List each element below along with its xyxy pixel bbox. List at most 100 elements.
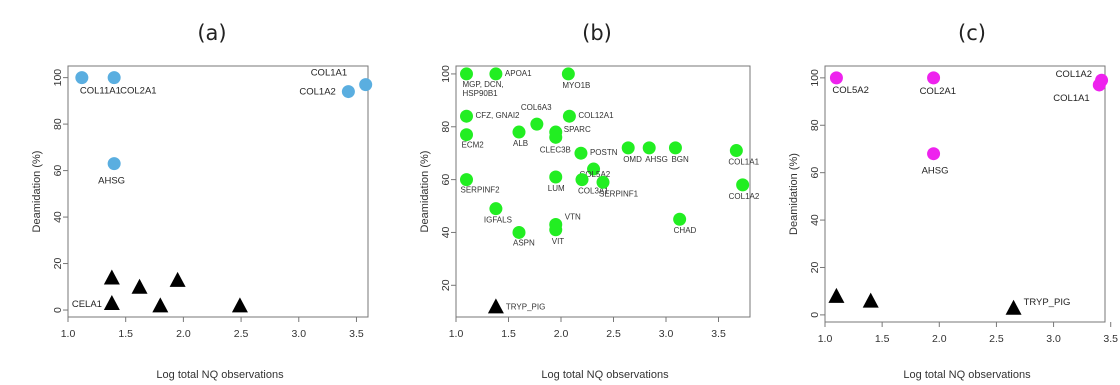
y-tick-label: 60 — [440, 174, 452, 186]
data-point — [460, 109, 473, 123]
data-point — [169, 271, 186, 287]
point-label: COL3A1 — [578, 187, 609, 196]
data-point — [107, 157, 121, 171]
data-point — [668, 141, 682, 155]
data-point — [489, 202, 503, 216]
point-label: AHSG — [645, 155, 668, 164]
y-tick-label: 40 — [52, 211, 64, 223]
point-label: ECM2 — [462, 141, 485, 150]
data-point — [862, 292, 879, 308]
data-point — [512, 225, 526, 239]
y-tick-label: 0 — [809, 312, 821, 318]
data-point — [574, 146, 588, 160]
x-tick-label: 3.5 — [349, 328, 364, 340]
x-tick-label: 1.0 — [818, 333, 833, 345]
data-point — [460, 67, 473, 81]
data-point — [927, 147, 941, 161]
data-point — [489, 67, 503, 81]
point-label: TRYP_PIG — [506, 302, 545, 311]
x-tick-label: 2.0 — [932, 333, 947, 345]
data-point — [460, 128, 473, 142]
panel-c: (c) 1.0 1.5 2.0 2.5 3.0 3.5 0 20 40 60 80 100 Log tot… — [788, 21, 1118, 381]
y-axis-label: Deamidation (%) — [788, 153, 800, 235]
point-label: CFZ, GNAI2 — [476, 111, 521, 120]
data-point — [562, 109, 576, 123]
y-tick-label: 20 — [52, 258, 64, 270]
data-point — [549, 170, 563, 184]
y-tick-label: 40 — [440, 226, 452, 238]
point-label: BGN — [671, 155, 689, 164]
point-label: COL2A1 — [920, 86, 956, 97]
y-tick-label: 40 — [809, 214, 821, 226]
point-label: AHSG — [98, 176, 125, 187]
x-tick-label: 1.5 — [501, 328, 516, 340]
point-label: POSTN — [590, 148, 618, 157]
point-label: COL1A2 — [1056, 69, 1092, 80]
data-point — [587, 162, 601, 176]
panel-title: (a) — [197, 21, 226, 45]
point-label: APOA1 — [505, 69, 532, 78]
x-axis-label: Log total NQ observations — [903, 369, 1031, 381]
point-label: COL12A1 — [578, 111, 614, 120]
y-tick-label: 100 — [809, 69, 821, 87]
data-point — [341, 85, 355, 99]
data-point — [103, 295, 120, 311]
data-point — [231, 297, 248, 313]
data-point — [359, 78, 373, 92]
y-tick-label: 60 — [52, 165, 64, 177]
point-label: COL5A2 — [580, 170, 611, 179]
x-tick-label: 3.0 — [659, 328, 674, 340]
data-point — [103, 269, 120, 285]
point-label: COL6A3 — [521, 103, 552, 112]
data-point — [1005, 299, 1022, 315]
x-tick-label: 3.5 — [1103, 333, 1118, 345]
x-tick-label: 2.0 — [176, 328, 191, 340]
y-tick-label: 80 — [809, 119, 821, 131]
panel-title: (b) — [582, 21, 612, 45]
data-point — [487, 298, 504, 314]
data-point — [512, 125, 526, 139]
data-point — [75, 71, 89, 85]
point-label: COL1A2 — [729, 192, 760, 201]
y-tick-label: 0 — [52, 307, 64, 313]
point-label: COL2A1 — [120, 86, 156, 97]
data-point — [596, 175, 610, 189]
x-tick-label: 2.5 — [989, 333, 1004, 345]
panel-b: (b) 1.0 1.5 2.0 2.5 3.0 3.5 20 40 60 80 100 Log tota… — [419, 21, 760, 381]
y-axis-label: Deamidation (%) — [419, 151, 431, 233]
data-point — [549, 223, 563, 237]
panel-a: (a) 1.0 1.5 2.0 2.5 3.0 3.5 0 20 40 60 80 100 Log tot… — [31, 21, 373, 381]
x-tick-label: 2.0 — [554, 328, 569, 340]
data-point — [729, 144, 743, 158]
y-tick-label: 20 — [809, 261, 821, 273]
data-point — [530, 117, 544, 131]
point-label: COL1A1 — [1053, 93, 1089, 104]
data-point — [829, 71, 843, 85]
data-point — [828, 287, 845, 303]
point-label: MGP, DCN, HSP90B1 — [463, 80, 504, 98]
point-label: COL1A1 — [728, 158, 759, 167]
data-point — [621, 141, 635, 155]
point-label: CHAD — [674, 226, 697, 235]
panel-title: (c) — [958, 21, 986, 45]
point-label: SERPINF2 — [461, 186, 501, 195]
x-tick-label: 1.0 — [61, 328, 76, 340]
x-tick-label: 1.5 — [875, 333, 890, 345]
y-tick-label: 20 — [440, 279, 452, 291]
point-label: SPARC — [564, 125, 591, 134]
x-tick-label: 2.5 — [234, 328, 249, 340]
y-tick-label: 60 — [809, 167, 821, 179]
data-point — [736, 178, 750, 192]
x-tick-label: 3.5 — [711, 328, 726, 340]
y-tick-label: 100 — [52, 69, 64, 87]
point-label: COL1A2 — [299, 87, 335, 98]
data-point — [460, 173, 473, 187]
data-point — [561, 67, 575, 81]
data-point — [1092, 78, 1106, 92]
data-point — [673, 212, 687, 226]
y-tick-label: 100 — [440, 65, 452, 83]
point-label: AHSG — [922, 166, 949, 177]
point-label: LUM — [548, 184, 565, 193]
y-axis-label: Deamidation (%) — [31, 151, 43, 233]
